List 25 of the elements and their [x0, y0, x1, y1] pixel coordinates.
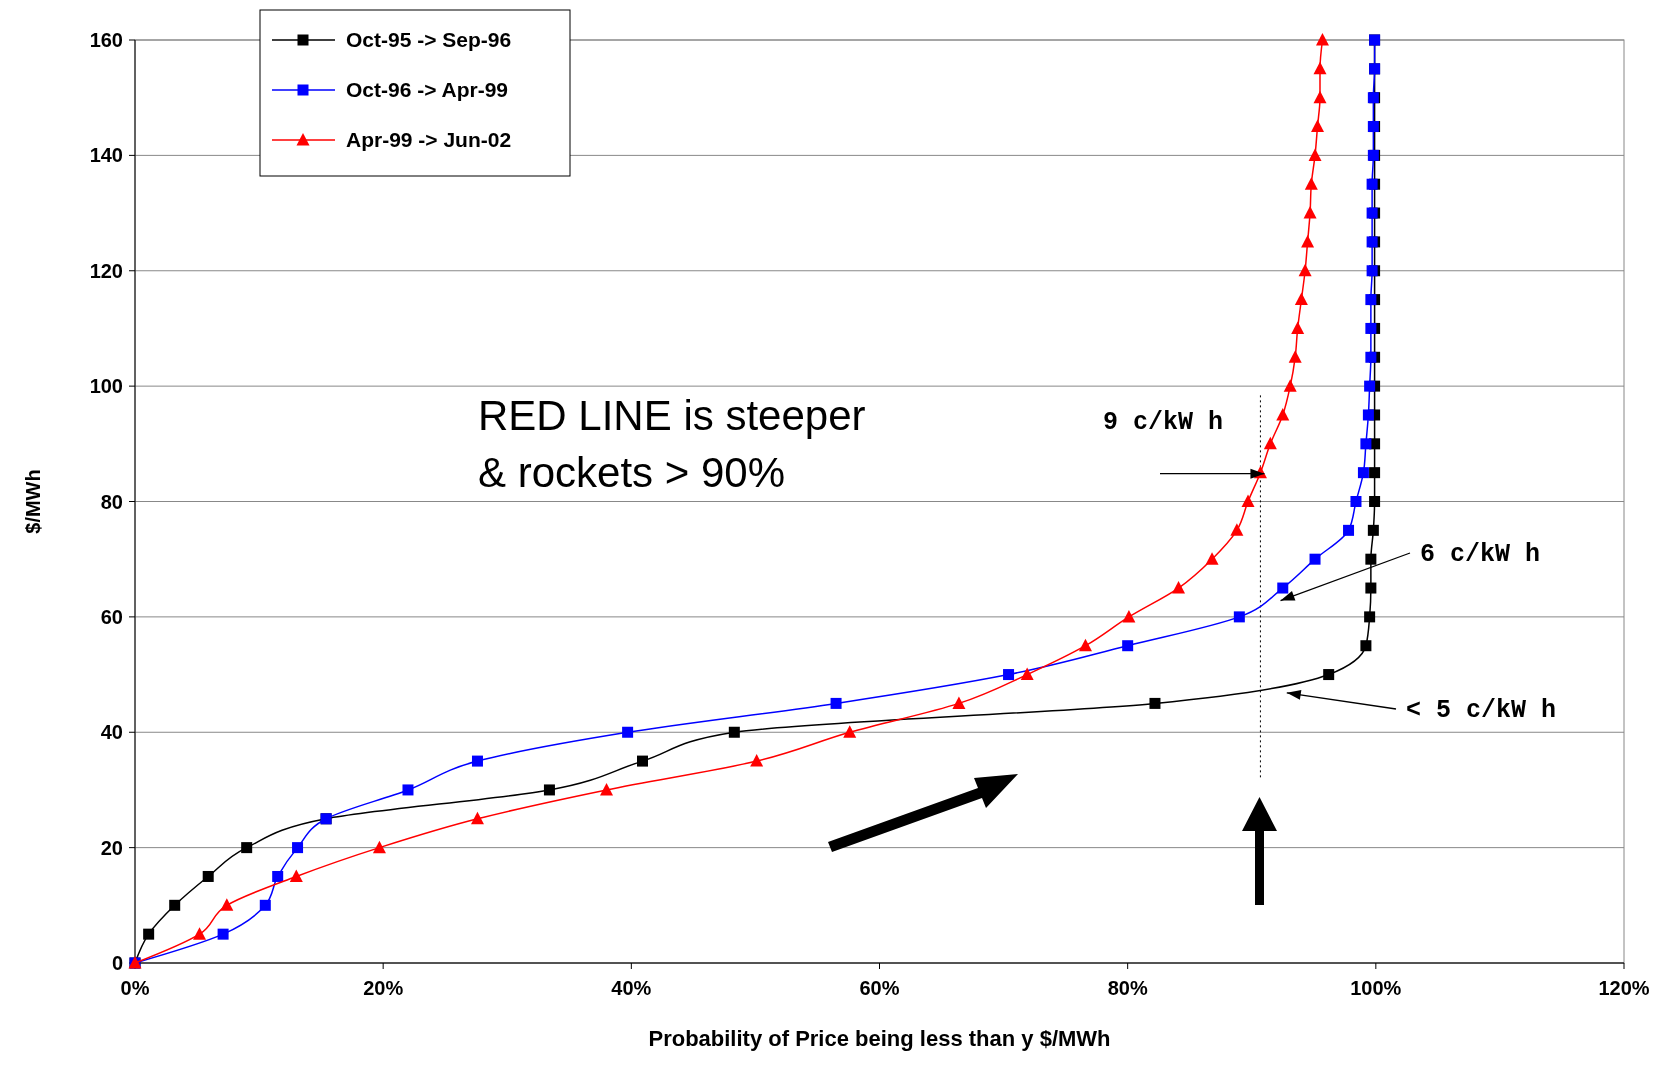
y-tick-label: 0: [111, 952, 123, 974]
x-tick-label: 0%: [120, 977, 150, 999]
y-tick-label: 100: [89, 375, 123, 398]
y-tick-label: 160: [89, 29, 123, 51]
legend-label: Apr-99 -> Jun-02: [346, 128, 512, 152]
annotation: 6 c/kW h: [1420, 540, 1541, 569]
annotation: RED LINE is steeper & rockets > 90%: [478, 392, 866, 496]
annotation: < 5 c/kW h: [1406, 696, 1557, 725]
y-tick-label: 60: [100, 605, 123, 628]
annotation: 9 c/kW h: [1103, 408, 1224, 437]
x-tick-label: 80%: [1107, 977, 1148, 999]
y-tick-label: 140: [89, 144, 123, 167]
x-tick-label: 40%: [611, 977, 652, 999]
y-tick-label: 120: [89, 259, 123, 282]
x-axis-title: Probability of Price being less than y $/MWh: [648, 1026, 1111, 1051]
y-tick-label: 20: [100, 836, 123, 859]
legend-label: Oct-95 -> Sep-96: [346, 28, 512, 52]
x-tick-label: 120%: [1598, 977, 1650, 999]
legend-label: Oct-96 -> Apr-99: [346, 78, 509, 102]
x-tick-label: 20%: [363, 977, 404, 999]
x-tick-label: 60%: [859, 977, 900, 999]
y-tick-label: 40: [100, 721, 123, 744]
y-tick-label: 80: [100, 490, 123, 513]
y-axis-title: $/MWh: [22, 469, 44, 534]
x-tick-label: 100%: [1350, 977, 1402, 999]
